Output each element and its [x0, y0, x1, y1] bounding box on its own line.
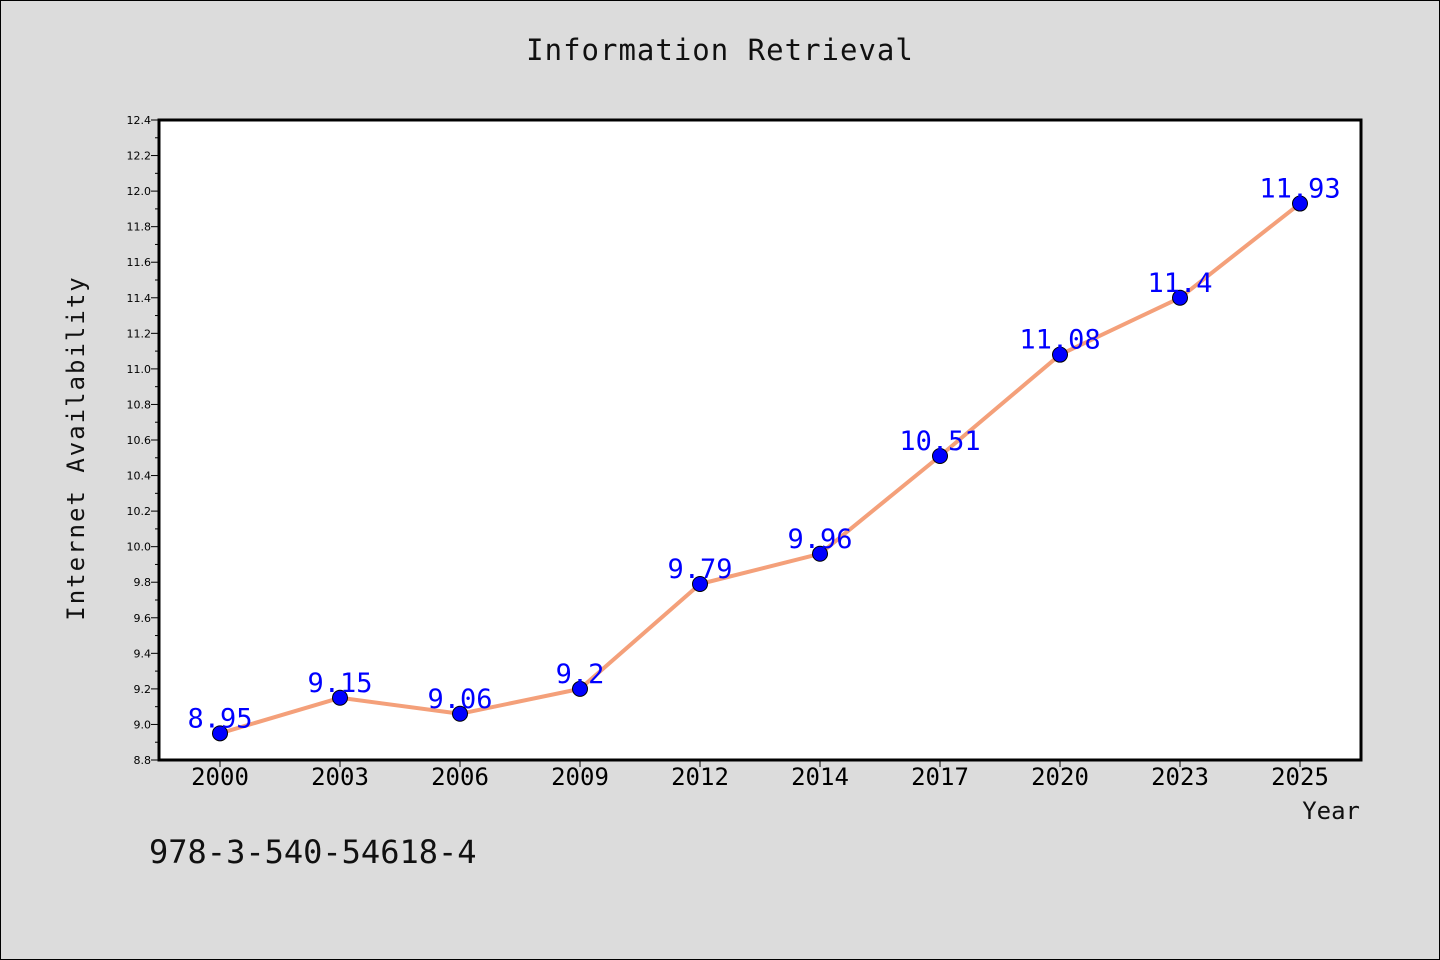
y-tick-label: 10.6 [127, 434, 152, 447]
plot-area [159, 120, 1361, 760]
data-point [572, 680, 588, 697]
y-tick-label: 11.0 [127, 363, 152, 376]
y-tick-label: 8.8 [134, 754, 152, 767]
y-tick-label: 11.8 [127, 221, 152, 234]
data-label: 11.4 [1147, 268, 1212, 299]
x-tick-label: 2014 [791, 763, 849, 791]
x-axis-label: Year [1302, 797, 1360, 825]
y-tick-label: 10.0 [127, 541, 152, 554]
data-point [1172, 289, 1188, 306]
data-point [452, 705, 468, 722]
data-label: 11.08 [1019, 325, 1100, 356]
y-axis: 8.8 9.0 9.2 9.4 9.6 9.8 10.0 10.2 10.4 10.6 10.8 11… [127, 114, 159, 767]
data-point [332, 689, 348, 706]
data-label: 9.2 [556, 659, 605, 690]
x-tick-label: 2020 [1031, 763, 1089, 791]
y-tick-label: 9.2 [134, 683, 152, 696]
data-point [692, 576, 708, 592]
series-line [218, 201, 1302, 736]
data-label: 11.93 [1259, 174, 1340, 205]
y-tick-label: 9.0 [134, 718, 152, 731]
plot-border [157, 118, 1363, 762]
data-point [1052, 346, 1068, 363]
data-point [1292, 195, 1308, 212]
y-tick-label: 9.6 [134, 612, 152, 625]
x-tick-label: 2023 [1151, 763, 1209, 791]
data-point [932, 448, 948, 464]
y-tick-label: 10.4 [127, 470, 152, 483]
x-tick-label: 2025 [1271, 763, 1329, 791]
y-tick-label: 11.2 [127, 327, 152, 340]
y-tick-label: 9.8 [134, 576, 152, 589]
x-tick-label: 2009 [551, 763, 609, 791]
data-label: 8.95 [187, 703, 252, 734]
x-tick-label: 2006 [431, 763, 489, 791]
series-group: 8.95 9.15 9.06 9.2 9.79 9.96 10.51 11.08 11.4 11.… [187, 174, 1341, 742]
x-tick-label: 2003 [311, 763, 369, 791]
x-tick-label: 2017 [911, 763, 969, 791]
chart-title: Information Retrieval [526, 33, 914, 67]
y-tick-label: 9.4 [134, 647, 152, 660]
data-label: 9.79 [667, 554, 732, 585]
data-point [812, 545, 828, 562]
data-point [212, 725, 228, 742]
y-tick-label: 12.4 [127, 114, 152, 127]
y-tick-label: 11.6 [127, 256, 152, 269]
y-tick-label: 12.2 [127, 150, 152, 163]
y-tick-label: 12.0 [127, 185, 152, 198]
data-label: 10.51 [899, 426, 980, 457]
y-tick-label: 10.8 [127, 398, 152, 411]
data-label: 9.15 [307, 668, 372, 699]
y-tick-label: 10.2 [127, 505, 152, 518]
isbn-annotation: 978-3-540-54618-4 [149, 833, 477, 871]
y-tick-label: 11.4 [127, 292, 152, 305]
data-label: 9.06 [427, 684, 492, 715]
x-tick-label: 2012 [671, 763, 729, 791]
data-label: 9.96 [787, 524, 852, 555]
x-axis: 2000 2003 2006 2009 2012 2014 2017 2020 2023 2025 [191, 760, 1329, 791]
x-tick-label: 2000 [191, 763, 249, 791]
